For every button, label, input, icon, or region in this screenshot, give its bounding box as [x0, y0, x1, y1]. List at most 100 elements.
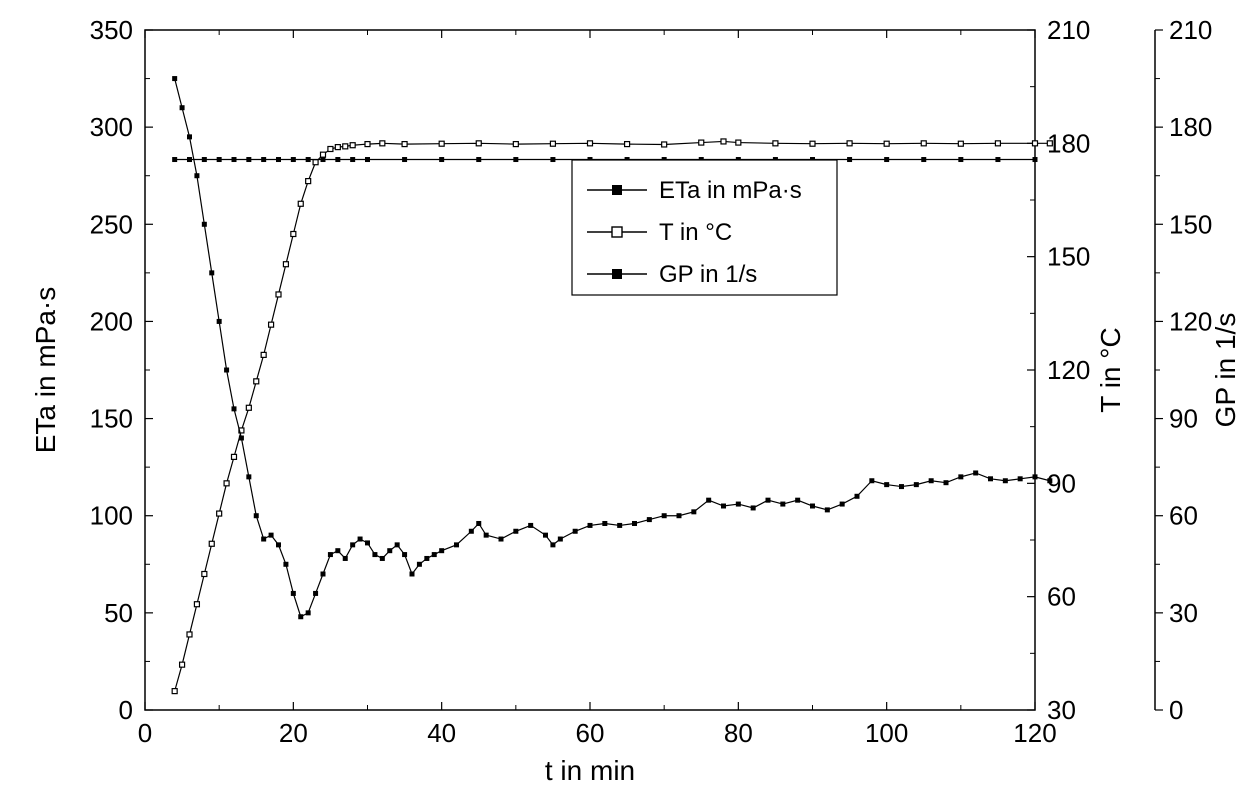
x-tick-label: 60: [576, 718, 605, 748]
series-marker: [699, 140, 704, 145]
x-tick-label: 100: [865, 718, 908, 748]
series-marker: [372, 552, 377, 557]
series-marker: [365, 157, 370, 162]
series-marker: [395, 542, 400, 547]
series-marker: [283, 562, 288, 567]
series-marker: [647, 517, 652, 522]
series-marker: [365, 540, 370, 545]
series-marker: [313, 160, 318, 165]
series-marker: [751, 505, 756, 510]
series-marker: [402, 157, 407, 162]
series-marker: [825, 507, 830, 512]
series-marker: [780, 502, 785, 507]
series-marker: [439, 141, 444, 146]
series-marker: [313, 591, 318, 596]
series-marker: [439, 548, 444, 553]
series-marker: [209, 541, 214, 546]
series-marker: [209, 270, 214, 275]
yr1-tick-label: 150: [1047, 242, 1090, 272]
series-marker: [187, 157, 192, 162]
series-marker: [254, 513, 259, 518]
series-marker: [172, 157, 177, 162]
series-marker: [328, 147, 333, 152]
series-marker: [958, 157, 963, 162]
series-marker: [921, 141, 926, 146]
series-marker: [1003, 478, 1008, 483]
series-marker: [424, 556, 429, 561]
series-marker: [736, 140, 741, 145]
series-marker: [513, 142, 518, 147]
series-marker: [380, 556, 385, 561]
yr1-tick-label: 60: [1047, 582, 1076, 612]
series-marker: [929, 478, 934, 483]
series-marker: [402, 552, 407, 557]
series-marker: [202, 572, 207, 577]
x-tick-label: 40: [427, 718, 456, 748]
series-marker: [476, 157, 481, 162]
series-marker: [528, 523, 533, 528]
yr1-tick-label: 180: [1047, 128, 1090, 158]
series-marker: [194, 602, 199, 607]
series-marker: [217, 511, 222, 516]
series-marker: [261, 537, 266, 542]
x-tick-label: 0: [138, 718, 152, 748]
series-marker: [617, 523, 622, 528]
series-marker: [550, 542, 555, 547]
yr1-tick-label: 30: [1047, 695, 1076, 725]
series-marker: [840, 502, 845, 507]
legend-label: GP in 1/s: [659, 261, 757, 288]
yr1-tick-label: 90: [1047, 468, 1076, 498]
series-marker: [625, 142, 630, 147]
series-marker: [350, 143, 355, 148]
series-marker: [810, 504, 815, 509]
series-marker: [454, 542, 459, 547]
series-marker: [291, 232, 296, 237]
series-marker: [343, 556, 348, 561]
series-marker: [283, 262, 288, 267]
series-marker: [328, 552, 333, 557]
x-axis-label: t in min: [545, 755, 635, 786]
series-marker: [921, 157, 926, 162]
yr1-tick-label: 210: [1047, 15, 1090, 45]
series-marker: [847, 141, 852, 146]
series-marker: [180, 662, 185, 667]
series-marker: [254, 379, 259, 384]
yl-tick-label: 250: [90, 209, 133, 239]
series-marker: [439, 157, 444, 162]
series-marker: [995, 141, 1000, 146]
series-marker: [335, 548, 340, 553]
yl-tick-label: 150: [90, 404, 133, 434]
legend-label: ETa in mPa·s: [659, 177, 802, 204]
series-marker: [306, 179, 311, 184]
series-marker: [973, 470, 978, 475]
series-marker: [884, 141, 889, 146]
x-tick-label: 80: [724, 718, 753, 748]
series-marker: [224, 368, 229, 373]
series-marker: [298, 201, 303, 206]
series-marker: [269, 322, 274, 327]
series-marker: [180, 105, 185, 110]
y-left-label: ETa in mPa·s: [30, 287, 61, 454]
chart-container: 020406080100120t in min05010015020025030…: [0, 0, 1240, 797]
series-marker: [721, 139, 726, 144]
series-marker: [513, 157, 518, 162]
series-marker: [261, 157, 266, 162]
series-marker: [298, 614, 303, 619]
series-marker: [194, 173, 199, 178]
series-marker: [899, 484, 904, 489]
series-marker: [291, 591, 296, 596]
x-tick-label: 20: [279, 718, 308, 748]
series-marker: [884, 157, 889, 162]
yl-tick-label: 0: [119, 695, 133, 725]
yl-tick-label: 300: [90, 112, 133, 142]
yl-tick-label: 350: [90, 15, 133, 45]
series-marker: [632, 521, 637, 526]
series-marker: [662, 142, 667, 147]
series-marker: [1033, 157, 1038, 162]
series-marker: [224, 481, 229, 486]
series-marker: [558, 537, 563, 542]
series-marker: [321, 572, 326, 577]
series-marker: [1047, 478, 1052, 483]
series-marker: [276, 157, 281, 162]
series-marker: [706, 498, 711, 503]
